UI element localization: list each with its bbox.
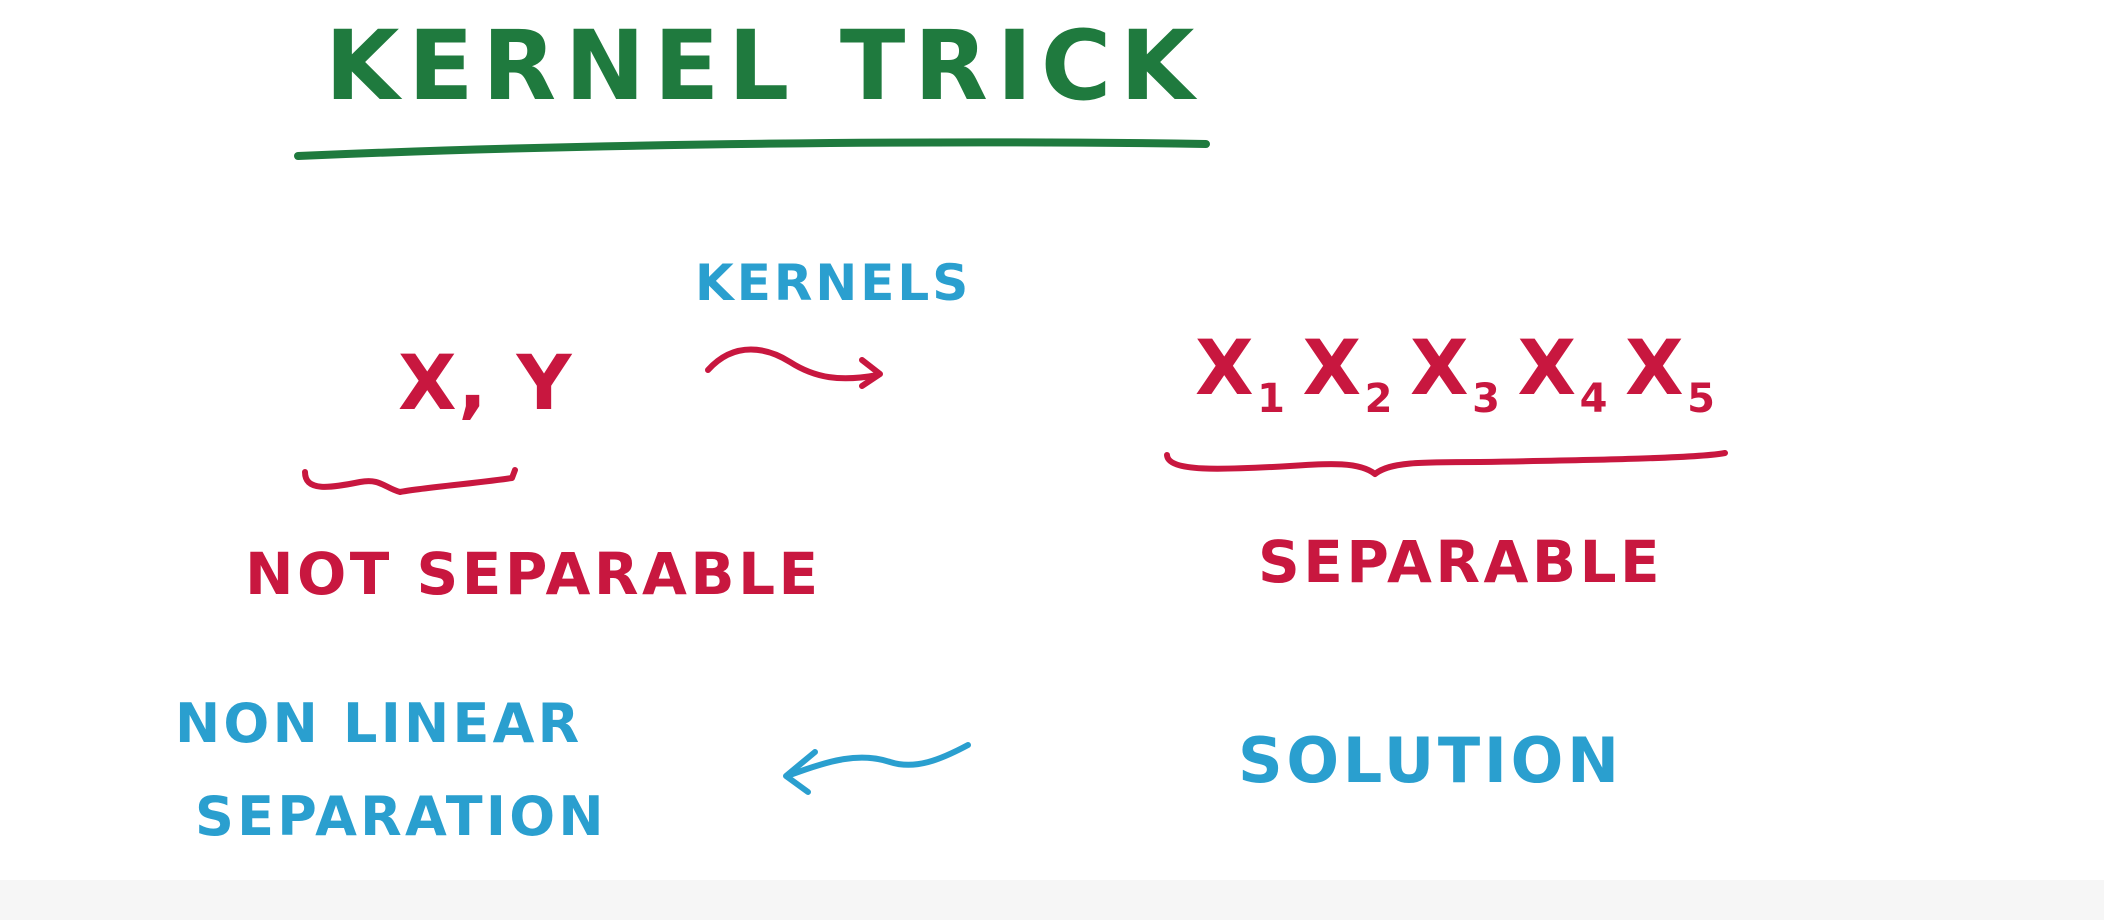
not-separable-label: NOT SEPARABLE [245,540,822,608]
title-underline [294,138,1210,160]
feature-term-3: X3 [1409,323,1502,422]
feature-term-5: X5 [1624,323,1717,422]
solution-arrow [787,742,971,778]
left-brace [302,467,518,495]
solution-label: SOLUTION [1238,724,1623,797]
bottom-edge [0,880,2104,920]
kernels-label: KERNELS [695,254,972,312]
kernels-arrow [705,346,881,382]
feature-term-1: X1 [1195,323,1287,422]
input-variables: X, Y [398,338,574,427]
non-linear-label: NON LINEAR [175,692,583,755]
kernels-arrowhead [859,357,883,389]
right-brace [1164,450,1728,477]
solution-arrowhead [783,749,818,795]
feature-term-2: X2 [1302,323,1394,422]
page-title: KERNEL TRICK [325,10,1204,122]
feature-term-4: X4 [1517,323,1609,422]
separation-label: SEPARATION [195,785,607,848]
separable-label: SEPARABLE [1258,528,1664,596]
feature-terms: X1 X2 X3 X4 X5 [1195,330,1755,430]
